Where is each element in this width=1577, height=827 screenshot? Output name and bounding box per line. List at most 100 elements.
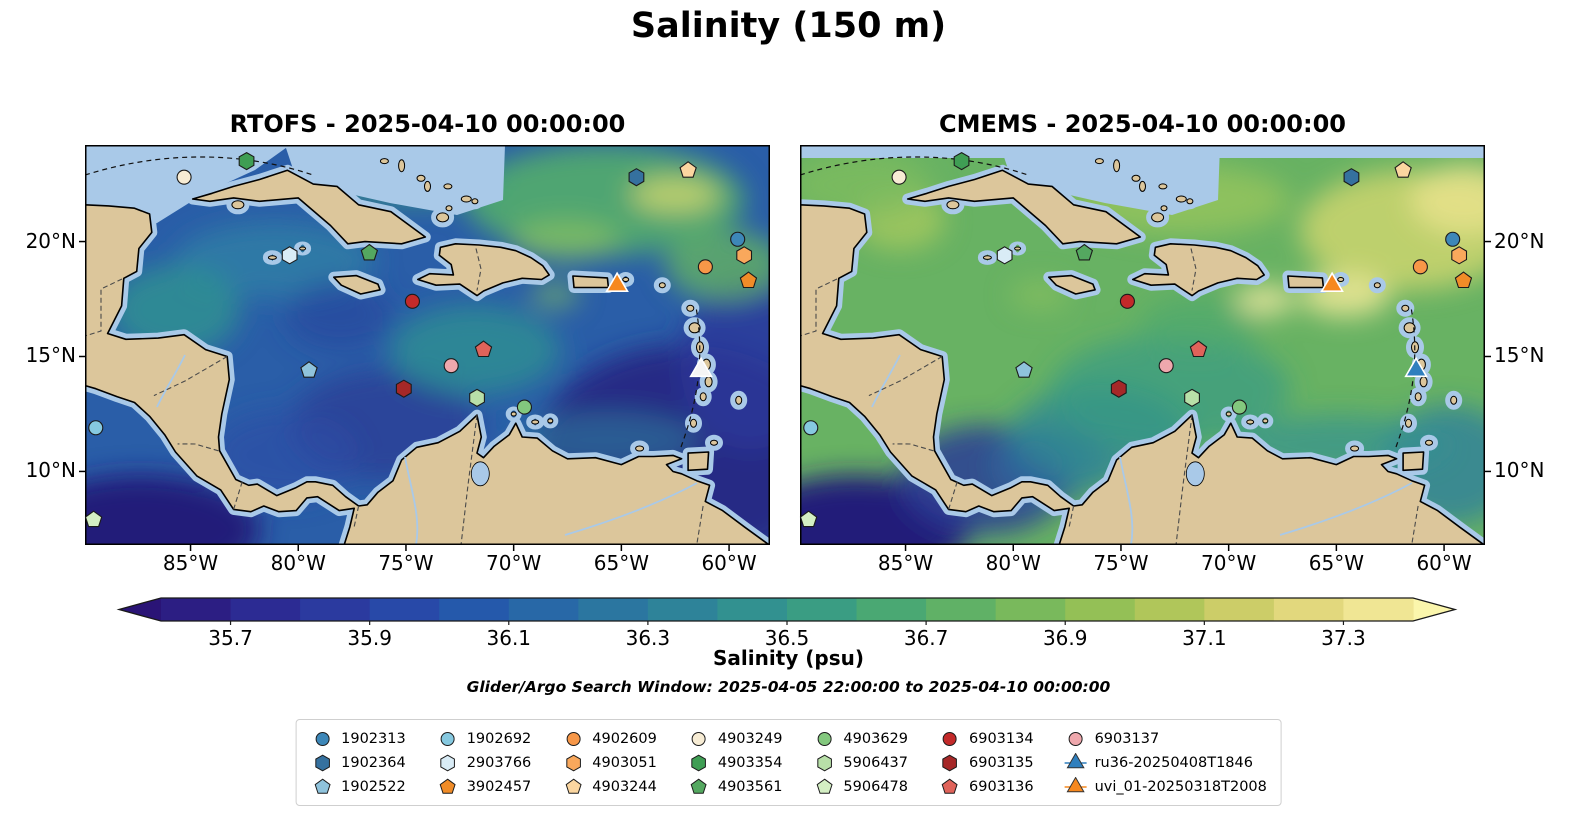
legend-item-2903766: 2903766 [436, 751, 532, 774]
legend-label: uvi_01-20250318T2008 [1094, 778, 1267, 795]
pentagon-marker-icon [942, 778, 958, 794]
marker-4903354 [953, 151, 970, 171]
marker-ru36-20250408T1846 [689, 356, 713, 378]
legend-label: 5906478 [843, 778, 909, 795]
colorbar-tick-label: 37.1 [1182, 626, 1227, 650]
marker-6903137 [443, 358, 459, 374]
legend-label: 2903766 [466, 754, 532, 771]
legend-item-1902692: 1902692 [436, 727, 532, 750]
triangle-marker-icon [1064, 776, 1087, 792]
colorbar-tick-label: 36.9 [1043, 626, 1088, 650]
marker-4903244 [1394, 161, 1412, 178]
x-tick-label: 65°W [593, 551, 649, 575]
legend-grid: 1902313 1902364 1902522 1902692 2903766 39024… [310, 727, 1267, 798]
marker-4903051 [736, 246, 753, 265]
marker-4903561 [360, 243, 379, 261]
legend-label: 4903244 [592, 778, 657, 795]
legend-label: 6903135 [969, 754, 1034, 771]
x-tick-label: 65°W [1308, 551, 1364, 575]
marker-5906478 [799, 510, 818, 528]
marker-ru36-20250408T1846 [1404, 356, 1428, 378]
pentagon-marker-icon [314, 778, 331, 794]
colorbar-tick-label: 36.5 [765, 626, 810, 650]
circle-marker-icon [315, 731, 330, 746]
marker-4902609 [1412, 259, 1428, 275]
colorbar: 35.7 35.9 36.1 36.3 36.5 36.7 36.9 37.1 37.3 [116, 597, 1458, 650]
legend-item-6903137: 6903137 [1064, 727, 1267, 750]
legend-item-4903629: 4903629 [812, 727, 908, 750]
colorbar-tick-label: 36.7 [904, 626, 949, 650]
y-tick-label: 10°N [1494, 458, 1545, 483]
legend-label: 1902522 [341, 778, 406, 795]
marker-6903137 [1158, 358, 1174, 374]
search-window-note: Glider/Argo Search Window: 2025-04-05 22… [466, 678, 1111, 696]
colorbar-tick-label: 37.3 [1321, 626, 1366, 650]
legend-label: 4902609 [592, 730, 657, 747]
legend-item-1902522: 1902522 [310, 775, 406, 798]
hexagon-marker-icon [942, 754, 958, 771]
marker-6903135 [1110, 379, 1127, 398]
marker-5906437 [1184, 388, 1200, 408]
pentagon-marker-icon [439, 778, 456, 794]
marker-1902364 [628, 168, 645, 187]
marker-uvi_01-20250318T2008 [1320, 271, 1344, 292]
legend-label: 4903354 [717, 754, 783, 771]
markers-layer-cmems [799, 151, 1473, 528]
hexagon-marker-icon [314, 754, 330, 771]
legend-item-6903135: 6903135 [938, 751, 1034, 774]
x-tick-label: 75°W [378, 551, 434, 575]
pentagon-marker-icon [816, 778, 833, 794]
legend-item-4903051: 4903051 [561, 751, 657, 774]
marker-1902313 [1445, 231, 1461, 247]
x-tick-label: 60°W [1416, 551, 1472, 575]
map-cmems [799, 145, 1491, 551]
hexagon-marker-icon [440, 754, 455, 771]
panel-frame-cmems [800, 145, 1485, 545]
legend-item-4903249: 4903249 [687, 727, 782, 750]
legend-label: 1902313 [341, 730, 406, 747]
marker-4903629 [1231, 399, 1247, 415]
marker-1902692 [803, 420, 819, 436]
legend: 1902313 1902364 1902522 1902692 2903766 39024… [295, 719, 1282, 806]
markers-layer-rtofs [84, 151, 758, 528]
legend-label: 4903051 [592, 754, 657, 771]
legend-item-5906478: 5906478 [812, 775, 908, 798]
pentagon-marker-icon [690, 778, 707, 794]
marker-6903134 [1119, 293, 1135, 309]
legend-label: ru36-20250408T1846 [1094, 754, 1253, 771]
x-tick-label: 80°W [270, 551, 326, 575]
marker-4903561 [1075, 243, 1094, 261]
marker-4903629 [516, 399, 532, 415]
marker-3902457 [1454, 271, 1473, 289]
legend-label: 6903134 [969, 730, 1034, 747]
x-tick-label: 80°W [985, 551, 1041, 575]
legend-item-4903354: 4903354 [687, 751, 783, 774]
y-tick-label: 15°N [1494, 343, 1545, 368]
x-tick-label: 70°W [1201, 551, 1257, 575]
legend-label: 4903561 [717, 778, 783, 795]
circle-marker-icon [817, 731, 832, 746]
legend-label: 5906437 [843, 754, 909, 771]
pentagon-marker-icon [565, 778, 582, 794]
hexagon-marker-icon [817, 754, 832, 771]
colorbar-tick-label: 36.3 [626, 626, 671, 650]
marker-1902313 [730, 231, 746, 247]
legend-label: 1902692 [466, 730, 532, 747]
circle-marker-icon [440, 731, 455, 746]
x-tick-label: 70°W [486, 551, 542, 575]
panel-title-rtofs: RTOFS - 2025-04-10 00:00:00 [229, 110, 626, 138]
x-tick-label: 60°W [701, 551, 757, 575]
colorbar-tick-label: 36.1 [487, 626, 532, 650]
colorbar-tick-label: 35.7 [208, 626, 253, 650]
marker-6903135 [395, 379, 412, 398]
y-tick-label: 20°N [25, 228, 76, 253]
marker-uvi_01-20250318T2008 [605, 271, 629, 292]
legend-label: 6903137 [1094, 730, 1160, 747]
marker-6903136 [474, 340, 493, 358]
marker-1902522 [1015, 361, 1033, 378]
y-tick-label: 20°N [1494, 228, 1545, 253]
legend-label: 4903629 [843, 730, 909, 747]
legend-item-1902313: 1902313 [310, 727, 406, 750]
circle-marker-icon [566, 731, 581, 746]
